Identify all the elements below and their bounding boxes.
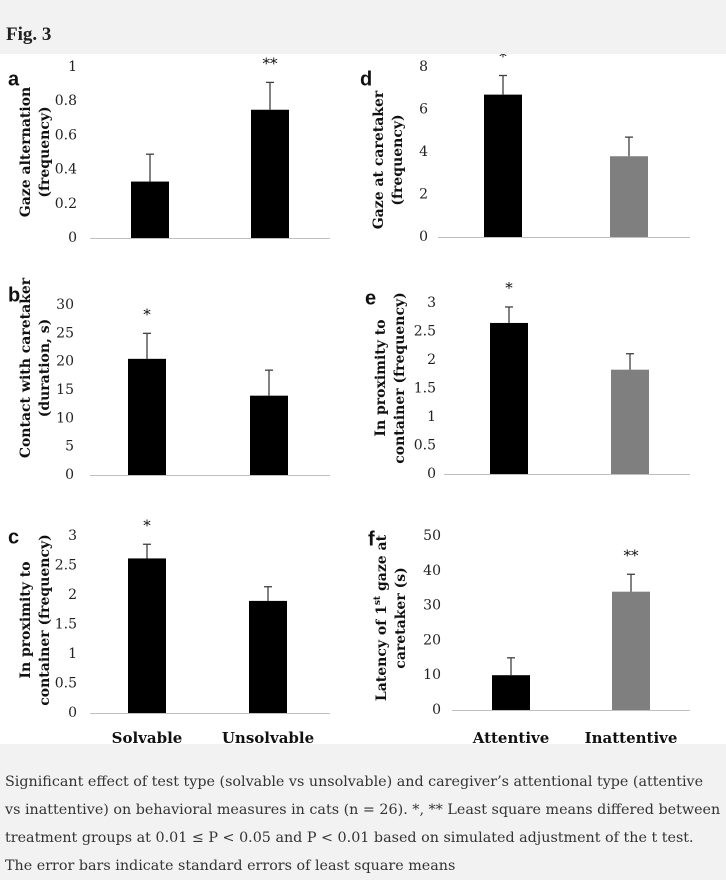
y-tick-label: 1 <box>68 59 77 75</box>
x-category-label: Solvable <box>112 729 183 744</box>
figure-title: Fig. 3 <box>6 24 52 45</box>
y-tick-label: 0 <box>427 466 436 482</box>
y-axis-label: Gaze alternation (frequency) <box>18 87 53 217</box>
y-tick-label: 20 <box>56 354 74 370</box>
y-tick-label: 0.4 <box>55 162 77 178</box>
y-axis-label: In proximity to container (frequency) <box>18 534 53 706</box>
y-tick-label: 40 <box>423 563 441 579</box>
y-tick-label: 6 <box>419 102 428 118</box>
x-category-label: Inattentive <box>585 729 678 744</box>
y-tick-label: 10 <box>56 410 74 426</box>
y-axis-label-line: Latency of 1st gaze at <box>373 534 390 701</box>
y-tick-label: 2 <box>427 352 436 368</box>
y-tick-label: 0.8 <box>55 93 77 109</box>
y-tick-label: 0.2 <box>55 196 77 212</box>
bar-inattentive <box>610 156 648 237</box>
y-tick-label: 0 <box>432 702 441 718</box>
y-tick-label: 0.5 <box>414 438 436 454</box>
y-axis-label-line: Gaze alternation <box>18 87 34 217</box>
x-category-label: Attentive <box>472 729 550 744</box>
panel-c: cIn proximity to container (frequency)00.… <box>8 516 330 744</box>
panel-letter: c <box>8 527 19 549</box>
y-tick-label: 25 <box>56 325 74 341</box>
y-axis-label-line: Gaze at caretaker <box>371 90 387 229</box>
y-tick-label: 0.6 <box>55 127 77 143</box>
panel-letter: a <box>8 69 20 91</box>
significance-marker: ** <box>263 54 279 72</box>
y-tick-label: 1 <box>68 646 77 662</box>
significance-marker: ** <box>624 546 640 564</box>
y-tick-label: 1 <box>427 409 436 425</box>
y-axis-label-line: container (frequency) <box>392 292 408 464</box>
x-category-label: Unsolvable <box>222 729 314 744</box>
y-axis-label-line: (frequency) <box>390 114 406 205</box>
figure-caption: Significant effect of test type (solvabl… <box>5 774 721 874</box>
y-tick-label: 30 <box>423 598 441 614</box>
panel-e: eIn proximity to container (frequency)00.… <box>365 279 690 482</box>
significance-marker: * <box>505 279 513 297</box>
y-axis-label-line: (frequency) <box>37 106 53 197</box>
y-tick-label: 0 <box>68 705 77 721</box>
y-axis-label-line: container (frequency) <box>37 534 53 706</box>
y-tick-label: 15 <box>56 382 74 398</box>
y-axis-label: Gaze at caretaker (frequency) <box>371 90 406 229</box>
y-tick-label: 0 <box>65 467 74 483</box>
bar-attentive <box>490 322 528 474</box>
y-tick-label: 50 <box>423 528 441 544</box>
bar-solvable <box>128 358 166 475</box>
y-tick-label: 30 <box>56 297 74 313</box>
y-tick-label: 1.5 <box>414 381 436 397</box>
significance-marker: * <box>143 516 151 534</box>
y-tick-label: 0 <box>419 229 428 245</box>
y-tick-label: 2 <box>68 587 77 603</box>
y-tick-label: 3 <box>427 295 436 311</box>
y-tick-label: 3 <box>68 528 77 544</box>
bar-unsolvable <box>251 109 289 238</box>
y-axis-label: In proximity to container (frequency) <box>373 292 408 464</box>
bar-unsolvable <box>250 395 288 475</box>
y-axis-label-line: (duration, s) <box>37 319 53 418</box>
bar-solvable <box>131 181 169 238</box>
y-tick-label: 4 <box>419 144 428 160</box>
significance-marker: * <box>499 54 507 66</box>
y-axis-label-line: In proximity to <box>373 319 389 436</box>
significance-marker: * <box>143 305 151 323</box>
panel-letter: f <box>368 529 375 551</box>
figure-panels: a Gaze alternation (frequency) 0 0.2 0.4 0.6 0.… <box>0 54 726 744</box>
y-tick-label: 0 <box>68 230 77 246</box>
y-tick-label: 5 <box>65 439 74 455</box>
y-axis-label: Contact with caretaker (duration, s) <box>18 277 53 458</box>
y-tick-label: 0.5 <box>55 676 77 692</box>
bar-inattentive <box>611 369 649 474</box>
y-tick-label: 2 <box>419 187 428 203</box>
panel-letter: d <box>360 69 372 91</box>
bar-attentive <box>484 94 522 237</box>
y-tick-label: 2.5 <box>55 558 77 574</box>
y-axis-label-line: caretaker (s) <box>393 567 409 668</box>
bar-solvable <box>128 558 166 713</box>
bar-unsolvable <box>249 600 287 713</box>
y-tick-label: 1.5 <box>55 617 77 633</box>
y-tick-label: 2.5 <box>414 324 436 340</box>
bar-attentive <box>492 675 530 710</box>
y-axis-label-line: Contact with caretaker <box>18 277 34 458</box>
panel-letter: b <box>8 285 20 307</box>
y-tick-label: 8 <box>419 59 428 75</box>
y-axis-label-line: In proximity to <box>18 561 34 678</box>
y-axis-label: Latency of 1st gaze atcaretaker (s) <box>373 534 409 701</box>
panel-letter: e <box>365 288 376 310</box>
y-tick-label: 10 <box>423 667 441 683</box>
bar-inattentive <box>612 591 650 710</box>
y-tick-label: 20 <box>423 632 441 648</box>
